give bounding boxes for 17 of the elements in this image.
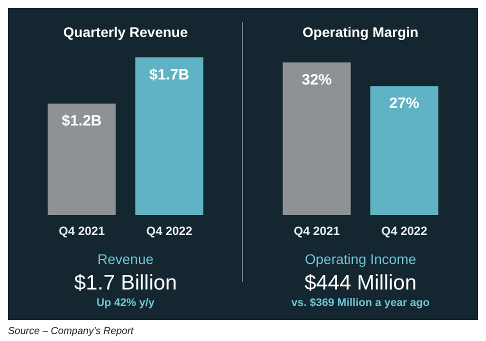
x-tick-label: Q4 2022 bbox=[381, 224, 428, 238]
text: Revenue bbox=[97, 251, 154, 267]
text: Up 42% y/y bbox=[96, 297, 156, 309]
chart-title: Quarterly Revenue bbox=[63, 24, 188, 40]
x-tick-label: Q4 2021 bbox=[294, 224, 340, 238]
x-tick-label: Q4 2022 bbox=[146, 224, 193, 238]
text: $444 Million bbox=[304, 272, 417, 294]
data-label: 32% bbox=[302, 71, 332, 88]
data-label: 27% bbox=[389, 95, 420, 112]
source-note: Source – Company’s Report bbox=[8, 326, 135, 337]
data-label: $1.2B bbox=[62, 112, 102, 130]
x-tick-label: Q4 2021 bbox=[58, 224, 106, 238]
chart-title: Operating Margin bbox=[302, 24, 418, 40]
data-label: $1.7B bbox=[149, 66, 190, 84]
text: $1.7 Billion bbox=[74, 272, 177, 294]
text: Operating Income bbox=[304, 251, 416, 267]
text: vs. $369 Million a year ago bbox=[291, 297, 430, 309]
